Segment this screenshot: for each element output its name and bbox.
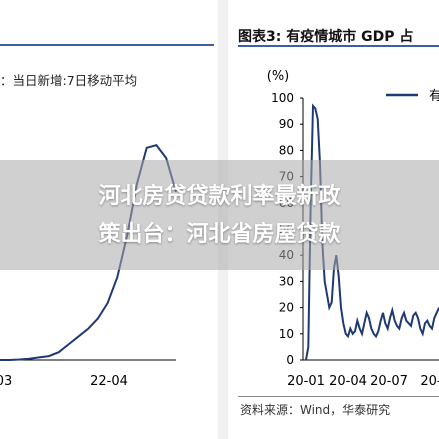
right-y-axis-label: (%): [267, 69, 290, 84]
right-x-tick-label: 20-: [420, 374, 439, 389]
source-note: 资料来源：Wind，华泰研究: [240, 403, 391, 417]
headline-line-2: 策出台：河北省房屋贷款: [98, 222, 341, 247]
right-y-tick-label: 100: [271, 91, 294, 105]
title-rule: [238, 45, 439, 47]
title-rule: [0, 44, 214, 46]
left-chart-plot: 03 22-04: [0, 144, 177, 389]
right-y-tick-label: 10: [279, 327, 294, 341]
left-x-tick-label: 03: [0, 374, 12, 389]
right-y-tick-label: 80: [279, 143, 294, 157]
right-chart-title: 图表3: 有疫情城市 GDP 占: [238, 29, 414, 45]
right-series-line: [305, 103, 439, 361]
right-x-tick-label: 20-01: [287, 374, 325, 389]
right-y-tick-label: 90: [279, 117, 294, 131]
right-y-tick-label: 20: [279, 301, 294, 315]
headline-line-1: 河北房贷贷款利率最新政: [98, 184, 341, 209]
left-x-tick-label: 22-04: [90, 374, 128, 389]
source-rule: [238, 396, 439, 397]
headline-overlay: [0, 160, 439, 270]
right-y-tick-label: 30: [279, 274, 294, 288]
left-chart-title: ：当日新增:7日移动平均: [0, 73, 138, 88]
left-series-line: [0, 144, 177, 361]
right-x-tick-label: 20-04: [329, 374, 367, 389]
legend-label: 有: [429, 89, 439, 104]
right-y-tick-label: 0: [286, 353, 294, 367]
headline-text: 河北房贷贷款利率最新政 策出台：河北省房屋贷款: [0, 178, 439, 254]
right-x-tick-label: 20-07: [370, 374, 408, 389]
